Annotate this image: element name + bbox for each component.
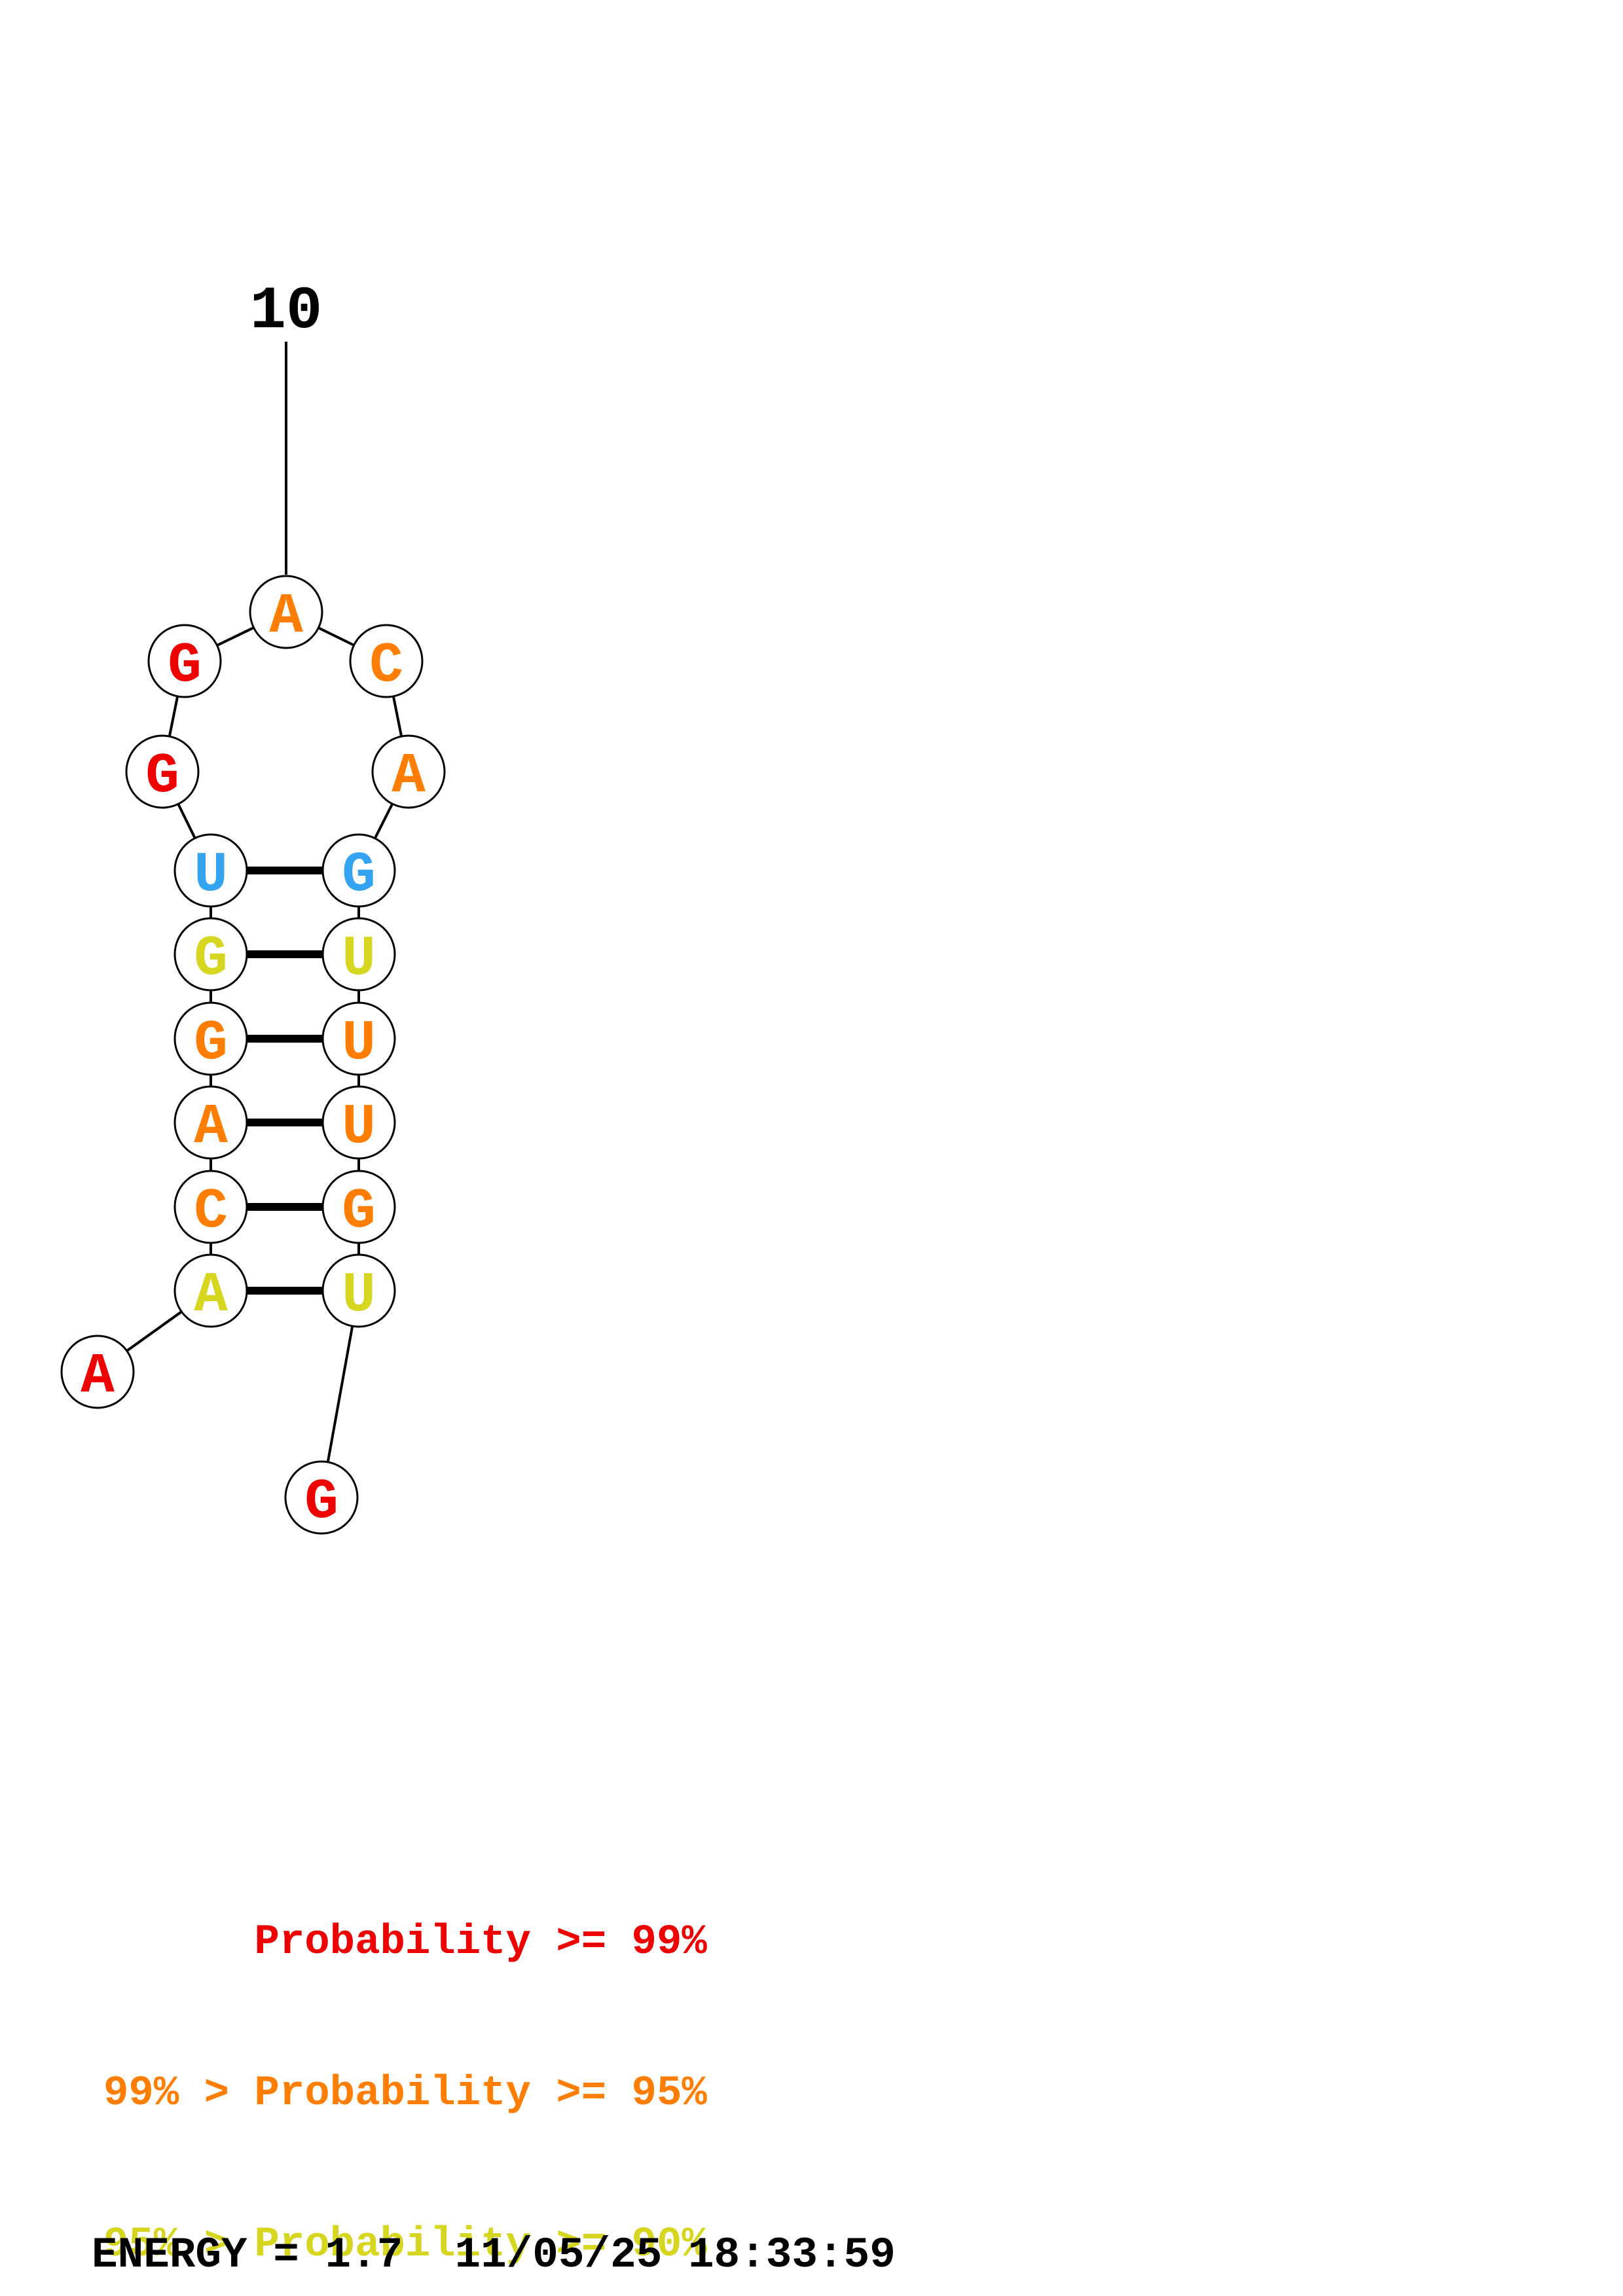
- nucleotide-base-10: A: [269, 584, 303, 649]
- nucleotide-circle-7: [173, 833, 248, 908]
- nucleotide-circle-4: [173, 1085, 248, 1160]
- nucleotide-circle-13: [321, 833, 396, 908]
- nucleotide-circle-2: [173, 1253, 248, 1328]
- nucleotide-base-7: U: [194, 843, 228, 907]
- nucleotide-circle-9: [147, 624, 222, 698]
- nucleotide-base-17: G: [342, 1179, 376, 1244]
- nucleotide-circle-3: [173, 1170, 248, 1244]
- nucleotide-circle-19: [284, 1460, 359, 1535]
- legend-item-p99: Probability >= 99%: [103, 1919, 707, 1966]
- nucleotide-base-15: U: [342, 1011, 376, 1075]
- nucleotide-base-5: G: [194, 1011, 228, 1075]
- legend-item-p95: 99% > Probability >= 95%: [103, 2070, 707, 2117]
- energy-timestamp: ENERGY = 1.7 11/05/25 18:33:59: [92, 2231, 896, 2280]
- nucleotide-base-12: A: [392, 744, 426, 808]
- nucleotide-circle-16: [321, 1085, 396, 1160]
- nucleotide-circle-14: [321, 917, 396, 992]
- nucleotide-base-9: G: [168, 634, 202, 698]
- nucleotide-base-3: C: [194, 1179, 228, 1244]
- nucleotide-base-11: C: [369, 634, 403, 698]
- nucleotide-circle-6: [173, 917, 248, 992]
- legend-item-p90: 95% > Probability >= 90%: [103, 2221, 707, 2269]
- position-label: 10: [250, 277, 322, 346]
- nucleotide-base-14: U: [342, 927, 376, 991]
- nucleotide-base-19: G: [304, 1470, 338, 1534]
- nucleotide-base-2: A: [194, 1263, 228, 1327]
- nucleotide-circle-10: [249, 575, 323, 649]
- nucleotide-base-1: A: [81, 1344, 115, 1408]
- nucleotide-circle-8: [125, 734, 200, 809]
- nucleotide-base-6: G: [194, 927, 228, 991]
- nucleotide-base-18: U: [342, 1263, 376, 1327]
- nucleotide-circle-15: [321, 1001, 396, 1076]
- nucleotide-base-16: U: [342, 1095, 376, 1159]
- nucleotide-circle-17: [321, 1170, 396, 1244]
- nucleotide-base-4: A: [194, 1095, 228, 1159]
- probability-legend: Probability >= 99% 99% > Probability >= …: [103, 1817, 707, 2296]
- nucleotide-base-13: G: [342, 843, 376, 907]
- nucleotide-circle-5: [173, 1001, 248, 1076]
- nucleotide-circle-18: [321, 1253, 396, 1328]
- nucleotide-circle-12: [371, 734, 446, 809]
- nucleotide-base-8: G: [145, 744, 179, 808]
- nucleotide-circle-1: [60, 1335, 135, 1409]
- nucleotide-circle-11: [349, 624, 424, 698]
